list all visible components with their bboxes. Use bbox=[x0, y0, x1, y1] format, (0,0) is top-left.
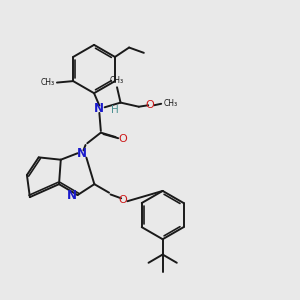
Text: O: O bbox=[146, 100, 154, 110]
Text: N: N bbox=[66, 188, 76, 202]
Text: O: O bbox=[119, 134, 128, 144]
Text: CH₃: CH₃ bbox=[110, 76, 124, 85]
Text: N: N bbox=[77, 147, 87, 160]
Text: CH₃: CH₃ bbox=[40, 78, 55, 87]
Text: CH₃: CH₃ bbox=[163, 99, 177, 108]
Text: O: O bbox=[118, 195, 127, 205]
Text: N: N bbox=[94, 102, 104, 115]
Text: H: H bbox=[110, 105, 118, 115]
